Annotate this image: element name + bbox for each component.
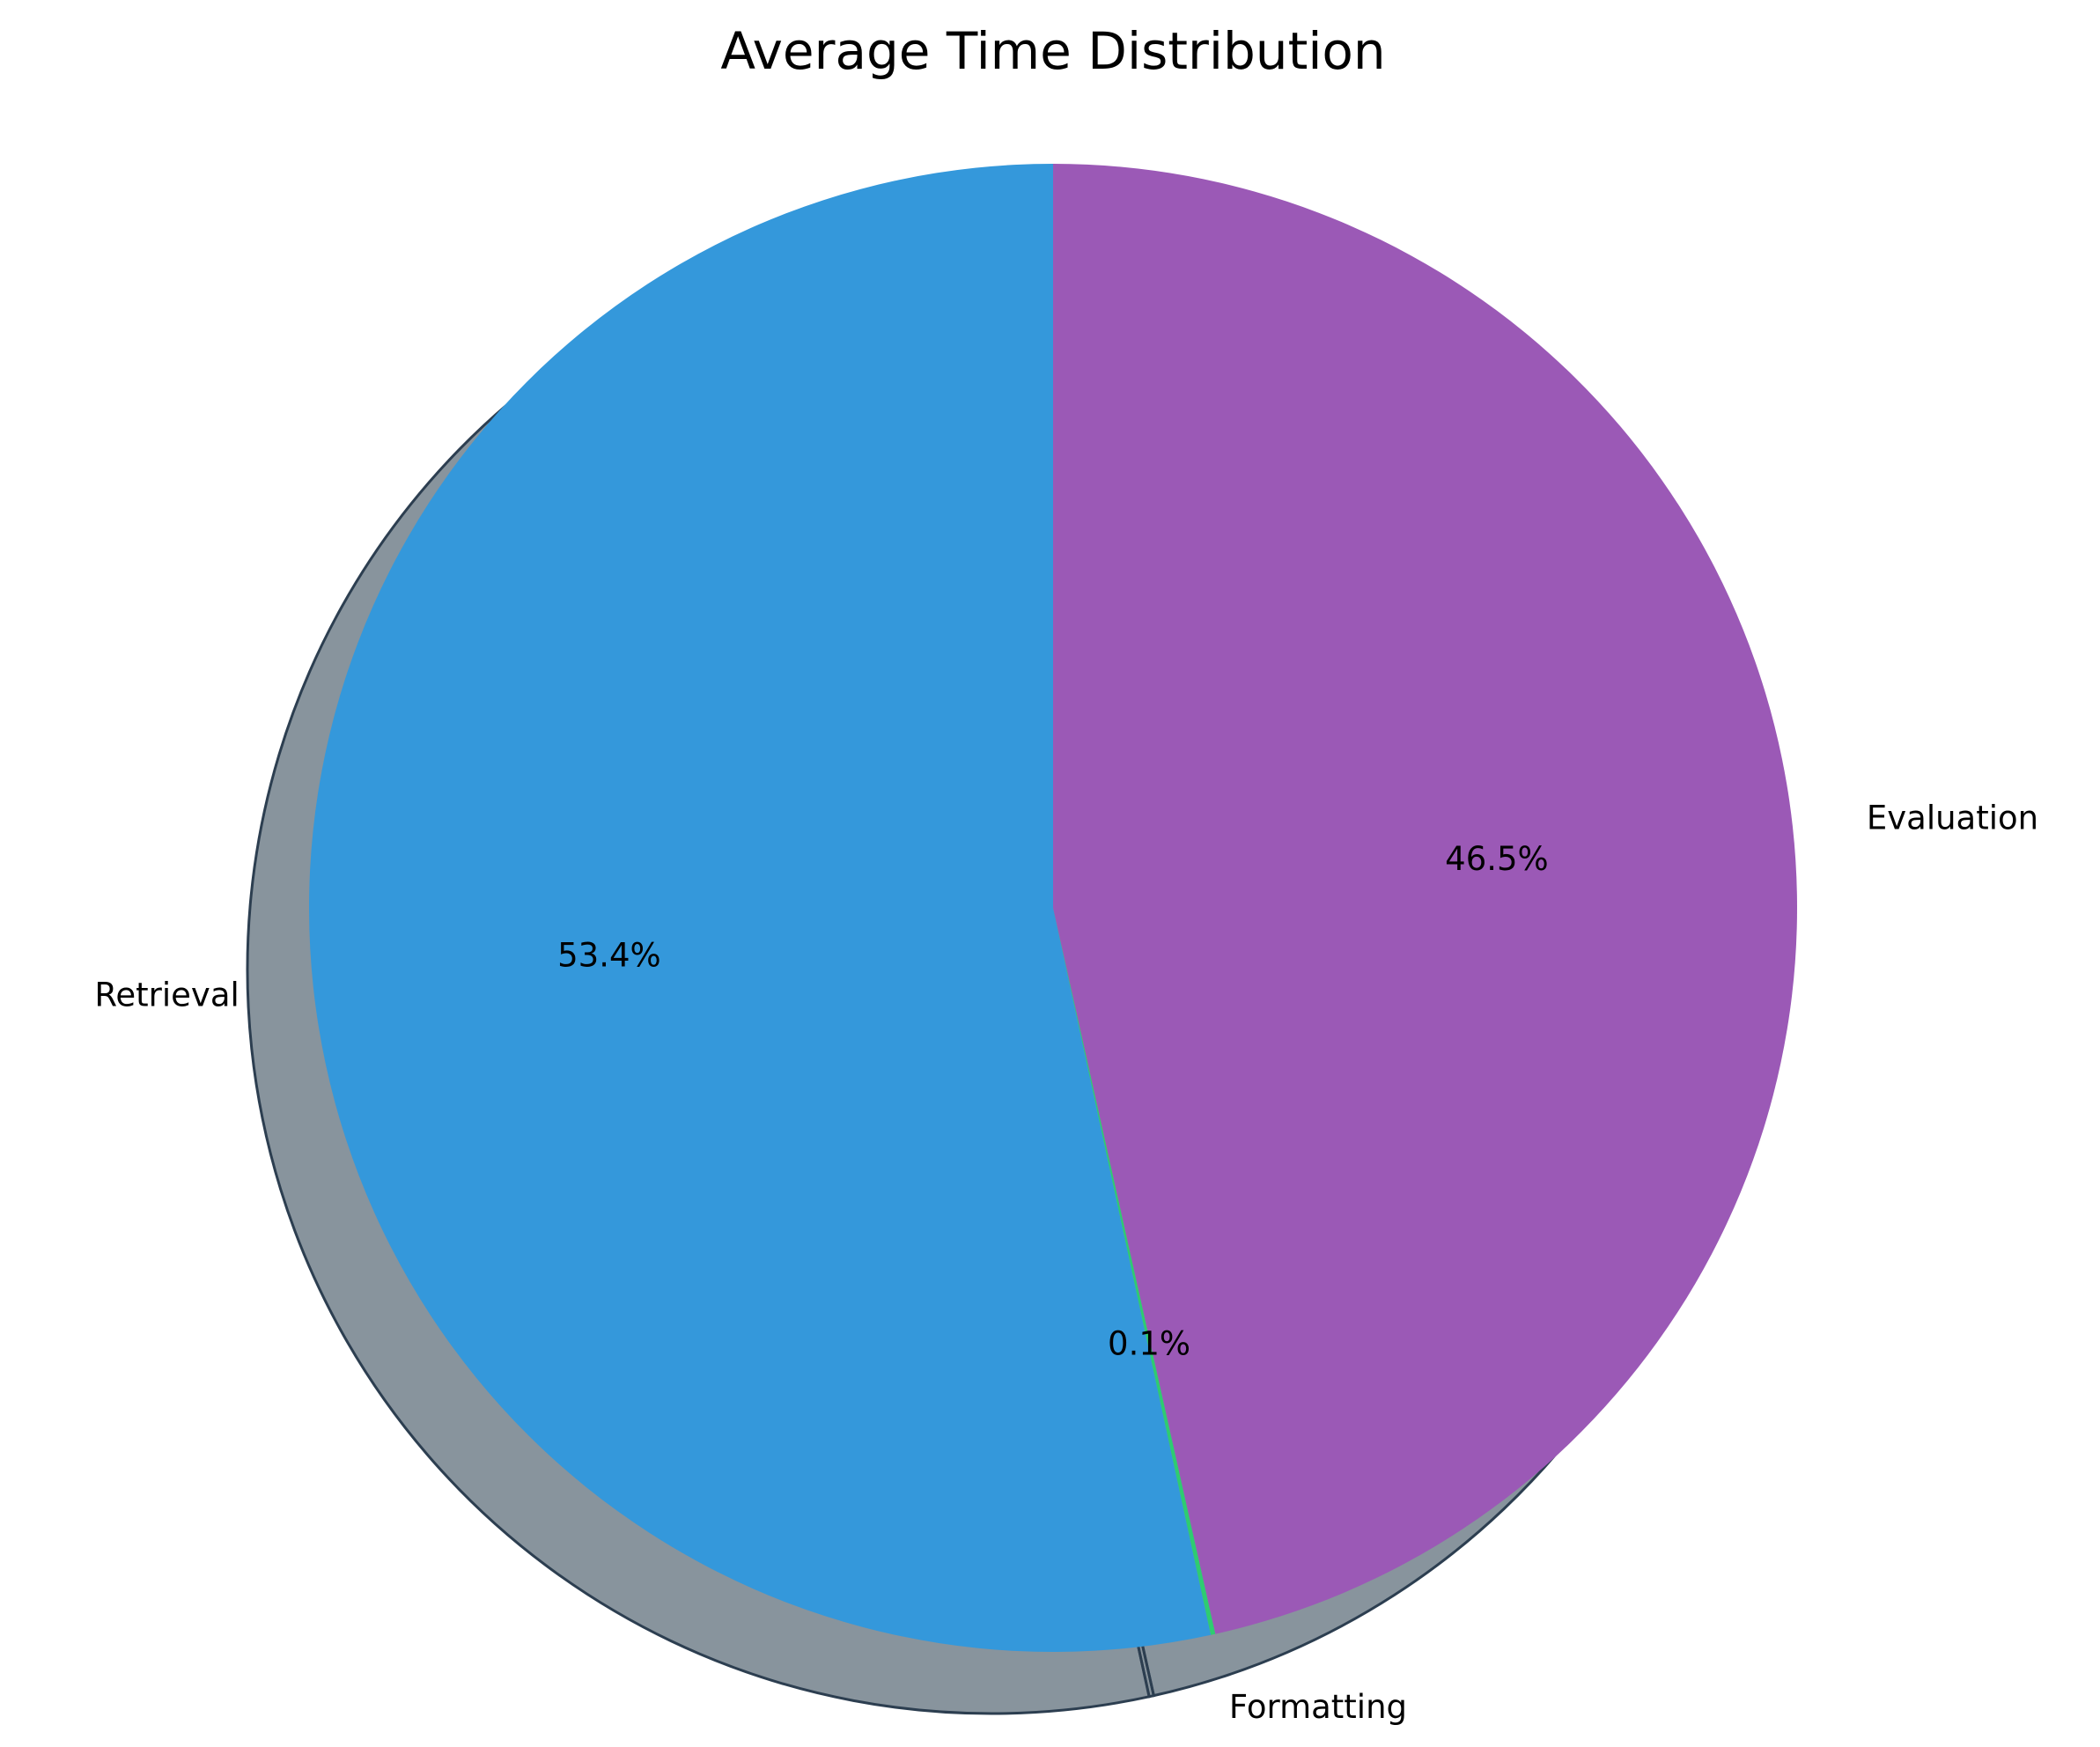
slice-label-formatting: Formatting — [1229, 1688, 1407, 1726]
slice-retrieval — [308, 164, 1212, 1653]
pct-label-retrieval: 53.4% — [557, 937, 661, 975]
slice-evaluation — [1053, 164, 1798, 1634]
pct-label-formatting: 0.1% — [1108, 1325, 1190, 1363]
pie-slices — [308, 164, 1798, 1653]
chart-title: Average Time Distribution — [720, 21, 1385, 81]
slice-label-evaluation: Evaluation — [1867, 800, 2038, 837]
slice-label-retrieval: Retrieval — [94, 977, 239, 1014]
slice-formatting — [1053, 908, 1216, 1635]
pct-label-evaluation: 46.5% — [1445, 840, 1549, 878]
pie-labels: Retrieval 53.4% Formatting 0.1% Evaluation 46… — [94, 800, 2038, 1727]
